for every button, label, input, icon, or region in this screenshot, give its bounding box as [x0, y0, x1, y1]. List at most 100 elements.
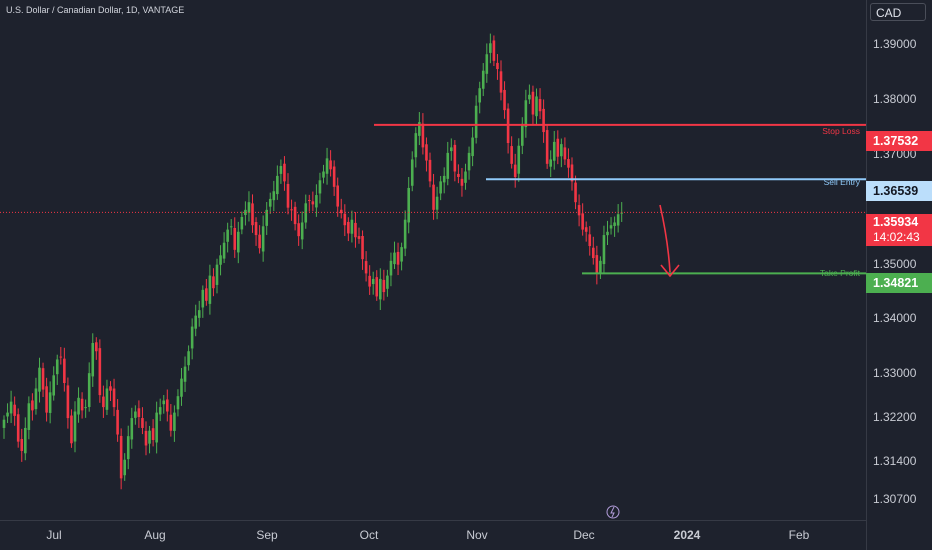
- currency-selector[interactable]: CAD: [870, 3, 926, 21]
- candle-body: [183, 366, 187, 382]
- candle-body: [212, 276, 215, 289]
- candle-body: [137, 408, 141, 417]
- candle-body: [91, 343, 95, 377]
- sell-entry-label: Sell Entry: [823, 177, 860, 187]
- candle-body: [148, 430, 151, 444]
- candle-body: [485, 54, 489, 74]
- candle-body: [325, 158, 329, 174]
- candle-body: [421, 123, 425, 148]
- candle-body: [513, 164, 517, 177]
- candle-body: [503, 89, 506, 111]
- candle-body: [226, 229, 229, 242]
- candle-body: [545, 130, 549, 164]
- time-tick-label: 2024: [673, 528, 701, 542]
- candle-body: [453, 144, 457, 172]
- price-tick-label: 1.39000: [873, 37, 917, 52]
- candle-body: [63, 358, 66, 384]
- candle-body: [144, 430, 148, 446]
- candle-body: [414, 133, 418, 158]
- price-chart[interactable]: [0, 0, 866, 520]
- candle-body: [105, 388, 109, 410]
- candle-body: [268, 198, 272, 207]
- candle-body: [258, 234, 261, 249]
- candle-body: [119, 435, 123, 479]
- candle-body: [9, 401, 13, 414]
- candle-body: [620, 212, 623, 214]
- candle-body: [297, 223, 300, 237]
- candle-body: [347, 221, 350, 234]
- candle-body: [581, 213, 584, 230]
- candle-body: [517, 145, 521, 174]
- candle-body: [169, 414, 173, 431]
- candle-body: [403, 219, 407, 249]
- candle-body: [215, 264, 219, 285]
- candle-body: [432, 184, 435, 210]
- candles: [2, 33, 623, 490]
- candle-body: [38, 367, 41, 392]
- candle-body: [6, 412, 9, 417]
- candle-body: [556, 138, 560, 157]
- candle-body: [286, 183, 290, 208]
- candle-body: [109, 386, 112, 391]
- candle-body: [606, 231, 609, 236]
- price-tick-label: 1.31400: [873, 453, 917, 468]
- candle-body: [442, 175, 446, 183]
- candle-body: [471, 137, 474, 157]
- candle-body: [308, 200, 311, 202]
- time-tick-label: Sep: [256, 528, 278, 542]
- candle-body: [393, 252, 396, 265]
- price-tick-label: 1.34000: [873, 311, 917, 326]
- candle-body: [599, 260, 602, 273]
- candle-body: [354, 222, 357, 238]
- candle-body: [361, 235, 364, 260]
- candle-body: [222, 242, 226, 259]
- candle-body: [300, 222, 304, 240]
- candle-body: [31, 400, 34, 411]
- candle-body: [318, 180, 322, 194]
- candle-body: [613, 222, 616, 226]
- candle-body: [560, 144, 563, 157]
- current-price-tag: 1.35934 14:02:43: [866, 214, 932, 246]
- candle-body: [510, 146, 513, 164]
- candle-body: [538, 99, 542, 112]
- candle-body: [251, 203, 254, 226]
- candle-body: [59, 356, 63, 358]
- candle-body: [460, 178, 464, 186]
- candle-body: [407, 187, 410, 223]
- candle-body: [66, 385, 70, 419]
- candle-body: [567, 159, 570, 168]
- candle-body: [542, 108, 545, 133]
- candle-body: [304, 203, 308, 223]
- candle-body: [549, 159, 552, 167]
- candle-body: [237, 231, 240, 253]
- candle-body: [290, 209, 293, 211]
- candle-body: [73, 411, 77, 442]
- candle-body: [336, 185, 339, 207]
- candle-body: [311, 201, 315, 205]
- candle-body: [20, 439, 24, 451]
- candle-body: [375, 277, 379, 297]
- candle-body: [276, 175, 279, 195]
- candle-body: [528, 94, 531, 100]
- candle-body: [166, 399, 169, 412]
- candle-body: [439, 181, 442, 194]
- candle-body: [577, 205, 581, 216]
- candle-body: [364, 261, 368, 274]
- candle-body: [261, 226, 265, 252]
- candle-body: [233, 228, 237, 250]
- price-tick-label: 1.38000: [873, 92, 917, 107]
- candle-body: [496, 62, 499, 70]
- candle-body: [80, 398, 84, 411]
- candle-body: [70, 415, 73, 444]
- candle-body: [27, 403, 31, 430]
- candle-body: [609, 225, 613, 229]
- candle-body: [616, 214, 620, 226]
- lightning-icon[interactable]: [606, 505, 620, 519]
- sell-entry-price-tag: 1.36539: [866, 181, 932, 201]
- candle-body: [464, 171, 467, 183]
- candle-body: [41, 368, 45, 390]
- candle-body: [595, 255, 599, 274]
- candle-body: [396, 251, 400, 265]
- time-axis[interactable]: [0, 520, 866, 550]
- candle-body: [13, 404, 16, 416]
